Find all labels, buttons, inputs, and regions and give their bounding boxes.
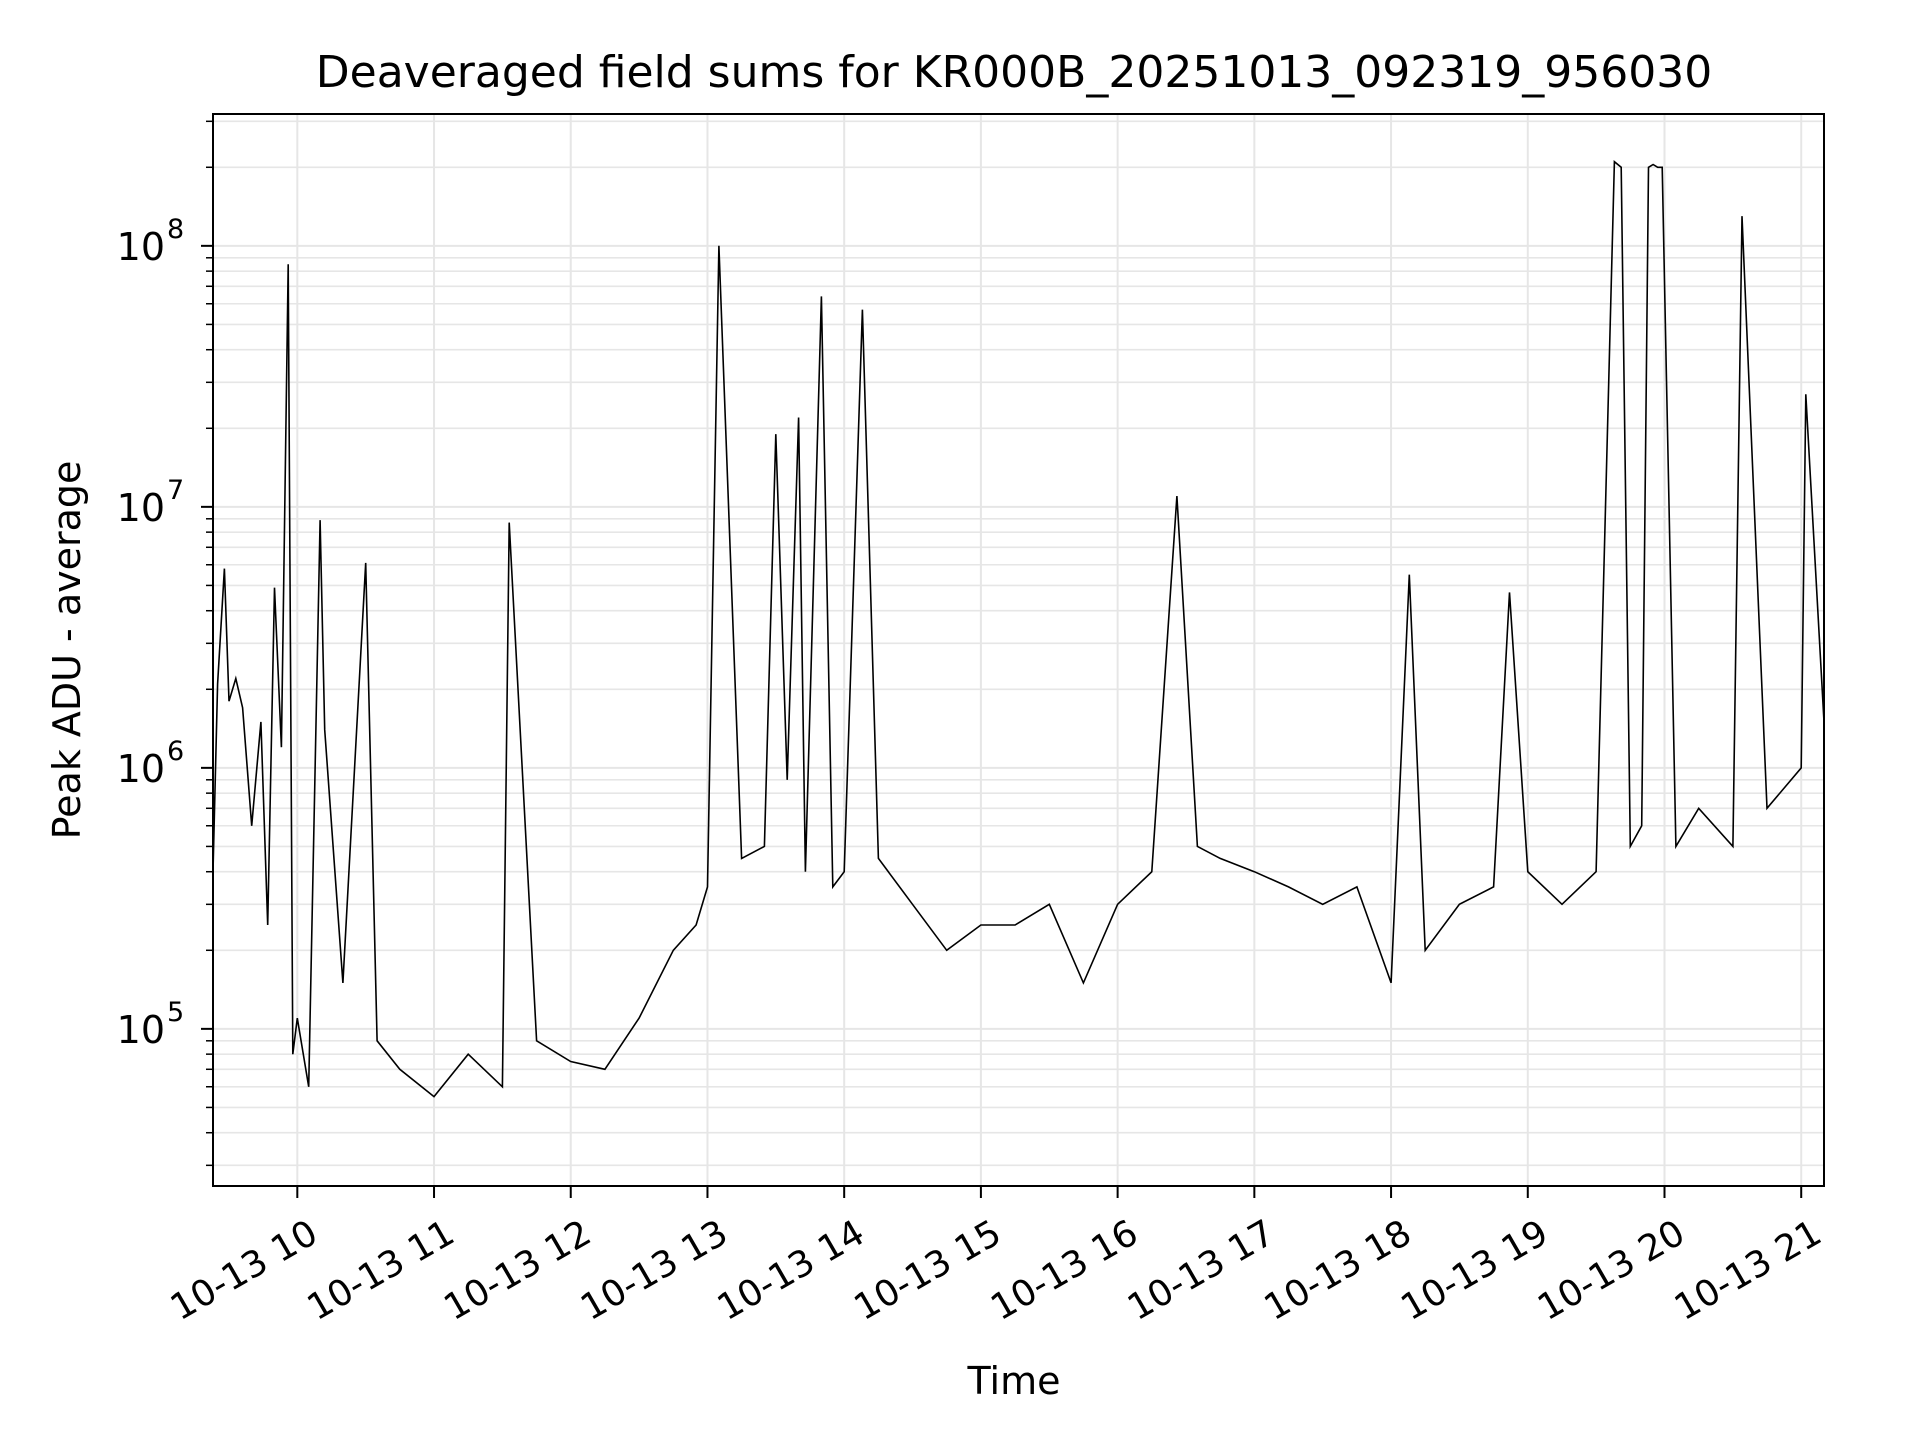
chart-title: Deaveraged field sums for KR000B_2025101… bbox=[316, 47, 1712, 98]
x-axis-label: Time bbox=[967, 1359, 1061, 1403]
y-tick-label: 10 6 bbox=[117, 736, 185, 791]
series-line bbox=[213, 160, 1824, 1098]
series-layer bbox=[213, 160, 1824, 1098]
y-tick-base: 10 bbox=[117, 1008, 165, 1052]
grid-lines bbox=[213, 114, 1824, 1186]
plot-area bbox=[201, 113, 1825, 1198]
y-tick-exponent: 8 bbox=[167, 214, 184, 245]
y-tick-base: 10 bbox=[117, 225, 165, 269]
y-tick-exponent: 7 bbox=[167, 475, 184, 506]
y-tick-label: 10 7 bbox=[117, 475, 185, 530]
y-axis-label: Peak ADU - average bbox=[45, 461, 89, 840]
y-tick-label: 10 8 bbox=[117, 214, 185, 269]
y-tick-exponent: 5 bbox=[167, 997, 184, 1028]
plot-background bbox=[213, 114, 1824, 1186]
tick-marks bbox=[201, 120, 1803, 1198]
y-tick-exponent: 6 bbox=[167, 736, 184, 767]
y-tick-label: 10 5 bbox=[117, 997, 185, 1052]
plot-frame bbox=[212, 113, 1825, 1187]
y-tick-base: 10 bbox=[117, 486, 165, 530]
y-tick-base: 10 bbox=[117, 747, 165, 791]
